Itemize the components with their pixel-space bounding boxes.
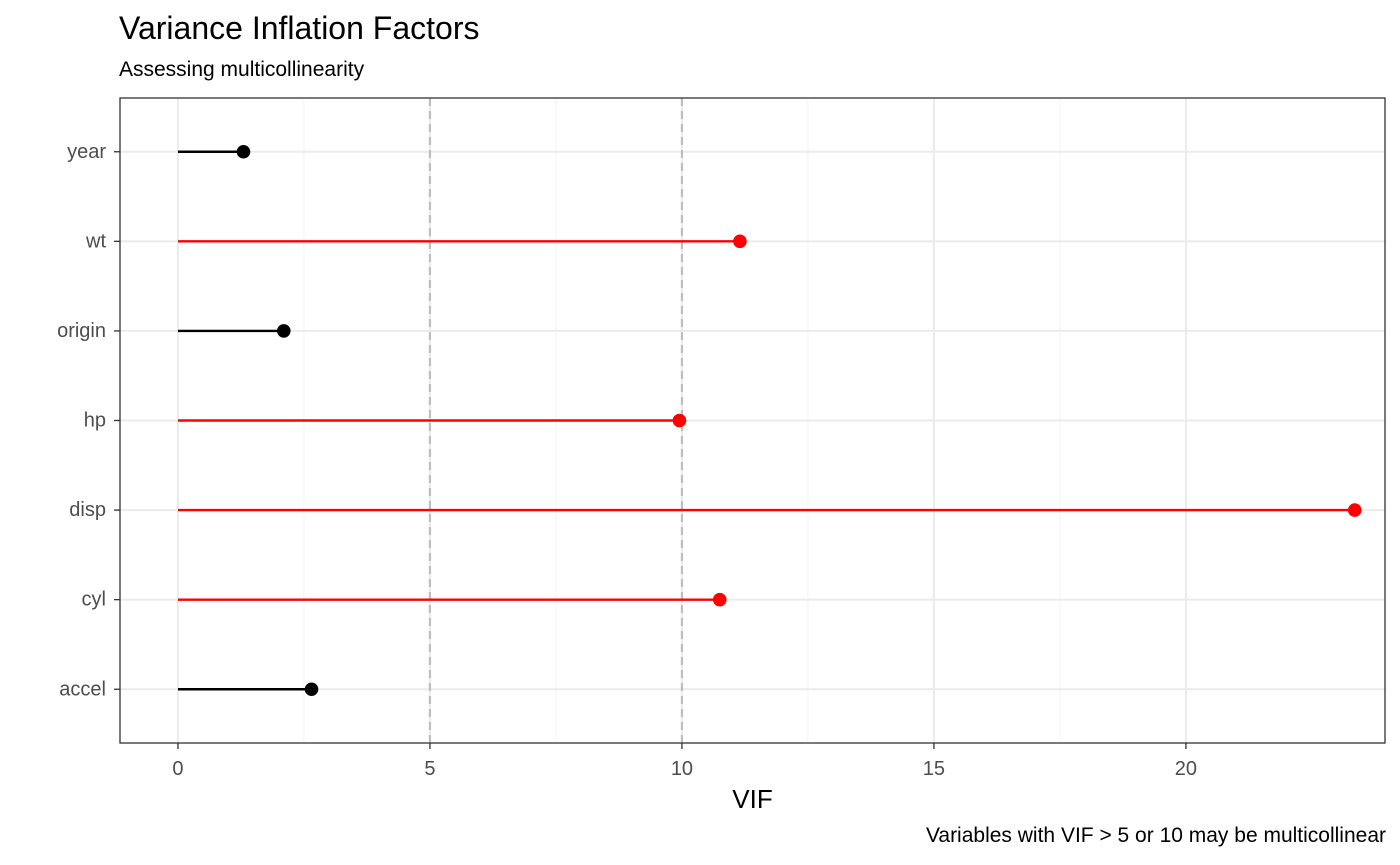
lollipop-point-wt bbox=[733, 234, 747, 249]
x-tick-label-10: 10 bbox=[671, 758, 693, 780]
lollipop-point-origin bbox=[276, 324, 291, 338]
y-tick-label-year: year bbox=[67, 141, 106, 163]
x-axis-title: VIF bbox=[732, 784, 772, 814]
y-axis: accel cyl disp hp origin wt year bbox=[57, 141, 120, 700]
reference-lines bbox=[428, 98, 684, 743]
y-tick-label-hp: hp bbox=[84, 410, 106, 432]
x-tick-label-15: 15 bbox=[923, 758, 945, 780]
lollipop-point-cyl bbox=[712, 592, 727, 607]
y-tick-label-origin: origin bbox=[57, 320, 106, 342]
lollipop-point-year bbox=[236, 144, 251, 159]
lollipop-point-hp bbox=[672, 413, 687, 428]
lollipop-marks bbox=[177, 144, 1362, 697]
y-tick-label-wt: wt bbox=[85, 230, 106, 252]
chart-title: Variance Inflation Factors bbox=[119, 10, 480, 46]
chart-subtitle: Assessing multicollinearity bbox=[119, 58, 365, 81]
y-tick-label-disp: disp bbox=[69, 499, 106, 521]
x-axis: 0 5 10 15 20 bbox=[172, 743, 1197, 780]
x-tick-label-0: 0 bbox=[172, 758, 183, 780]
x-tick-label-20: 20 bbox=[1175, 758, 1197, 780]
lollipop-point-disp bbox=[1347, 503, 1362, 517]
lollipop-point-accel bbox=[304, 682, 319, 697]
chart-caption: Variables with VIF > 5 or 10 may be mult… bbox=[925, 824, 1386, 847]
y-tick-label-accel: accel bbox=[59, 678, 106, 700]
x-tick-label-5: 5 bbox=[424, 758, 435, 780]
y-tick-label-cyl: cyl bbox=[82, 589, 106, 611]
